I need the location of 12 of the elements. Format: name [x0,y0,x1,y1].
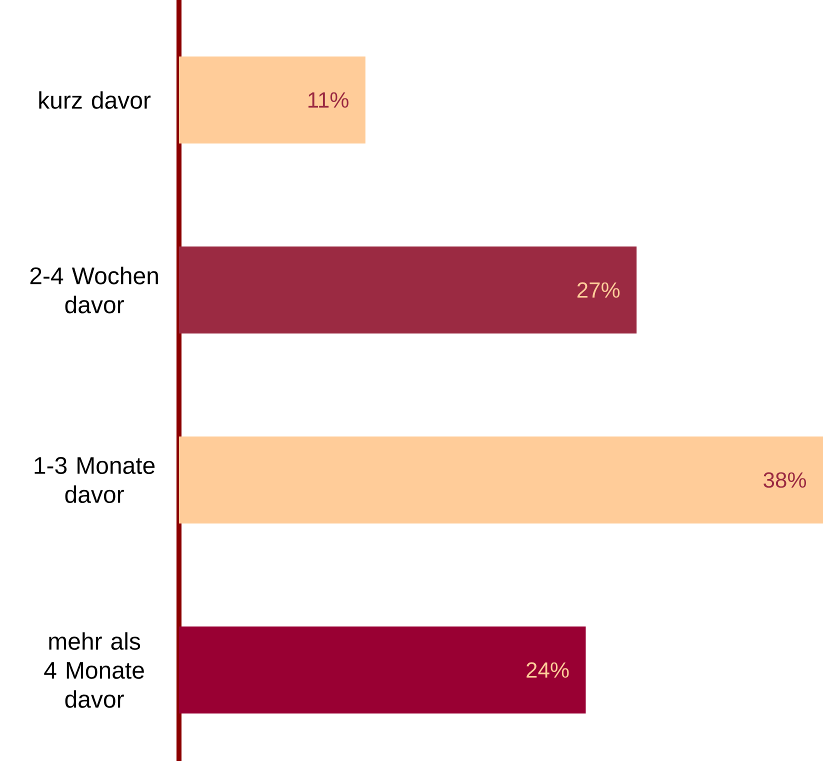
y-tick-label: mehr als 4 Monate davor [44,632,144,708]
bar [179,56,366,144]
data-label: 27% [577,282,620,298]
data-label: 24% [526,662,569,678]
y-tick-label: 2-4 Wochen davor [30,266,158,314]
y-tick-label: kurz davor [39,91,151,109]
y-tick-label: 1-3 Monate davor [34,457,155,503]
bar [179,436,823,524]
data-label: 11% [308,92,348,108]
data-label: 38% [764,472,806,488]
bar [179,246,637,334]
bar [179,626,586,714]
